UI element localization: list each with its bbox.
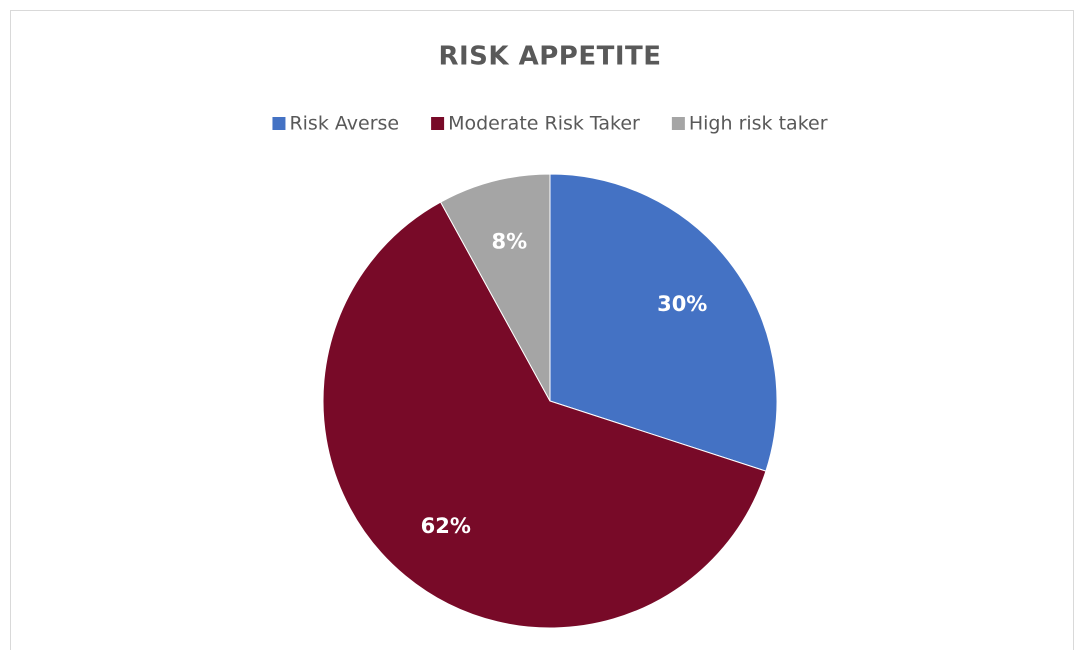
legend-label: High risk taker <box>689 113 828 135</box>
legend: Risk Averse Moderate Risk Taker High risk … <box>272 113 828 135</box>
pie-slice <box>549 173 778 472</box>
pie: 30% 62% 8% <box>322 173 778 629</box>
legend-swatch <box>671 117 685 130</box>
slice-label: 30% <box>657 292 707 316</box>
chart-title: RISK APPETITE <box>438 42 661 72</box>
legend-label: Moderate Risk Taker <box>448 113 640 135</box>
pie-slice <box>439 173 551 402</box>
slice-label: 62% <box>421 514 471 538</box>
pie-slice <box>322 201 767 629</box>
chart-border <box>10 10 1074 650</box>
legend-swatch <box>272 117 286 130</box>
slice-label: 8% <box>492 230 528 254</box>
legend-swatch <box>431 117 445 130</box>
legend-label: Risk Averse <box>289 113 399 135</box>
